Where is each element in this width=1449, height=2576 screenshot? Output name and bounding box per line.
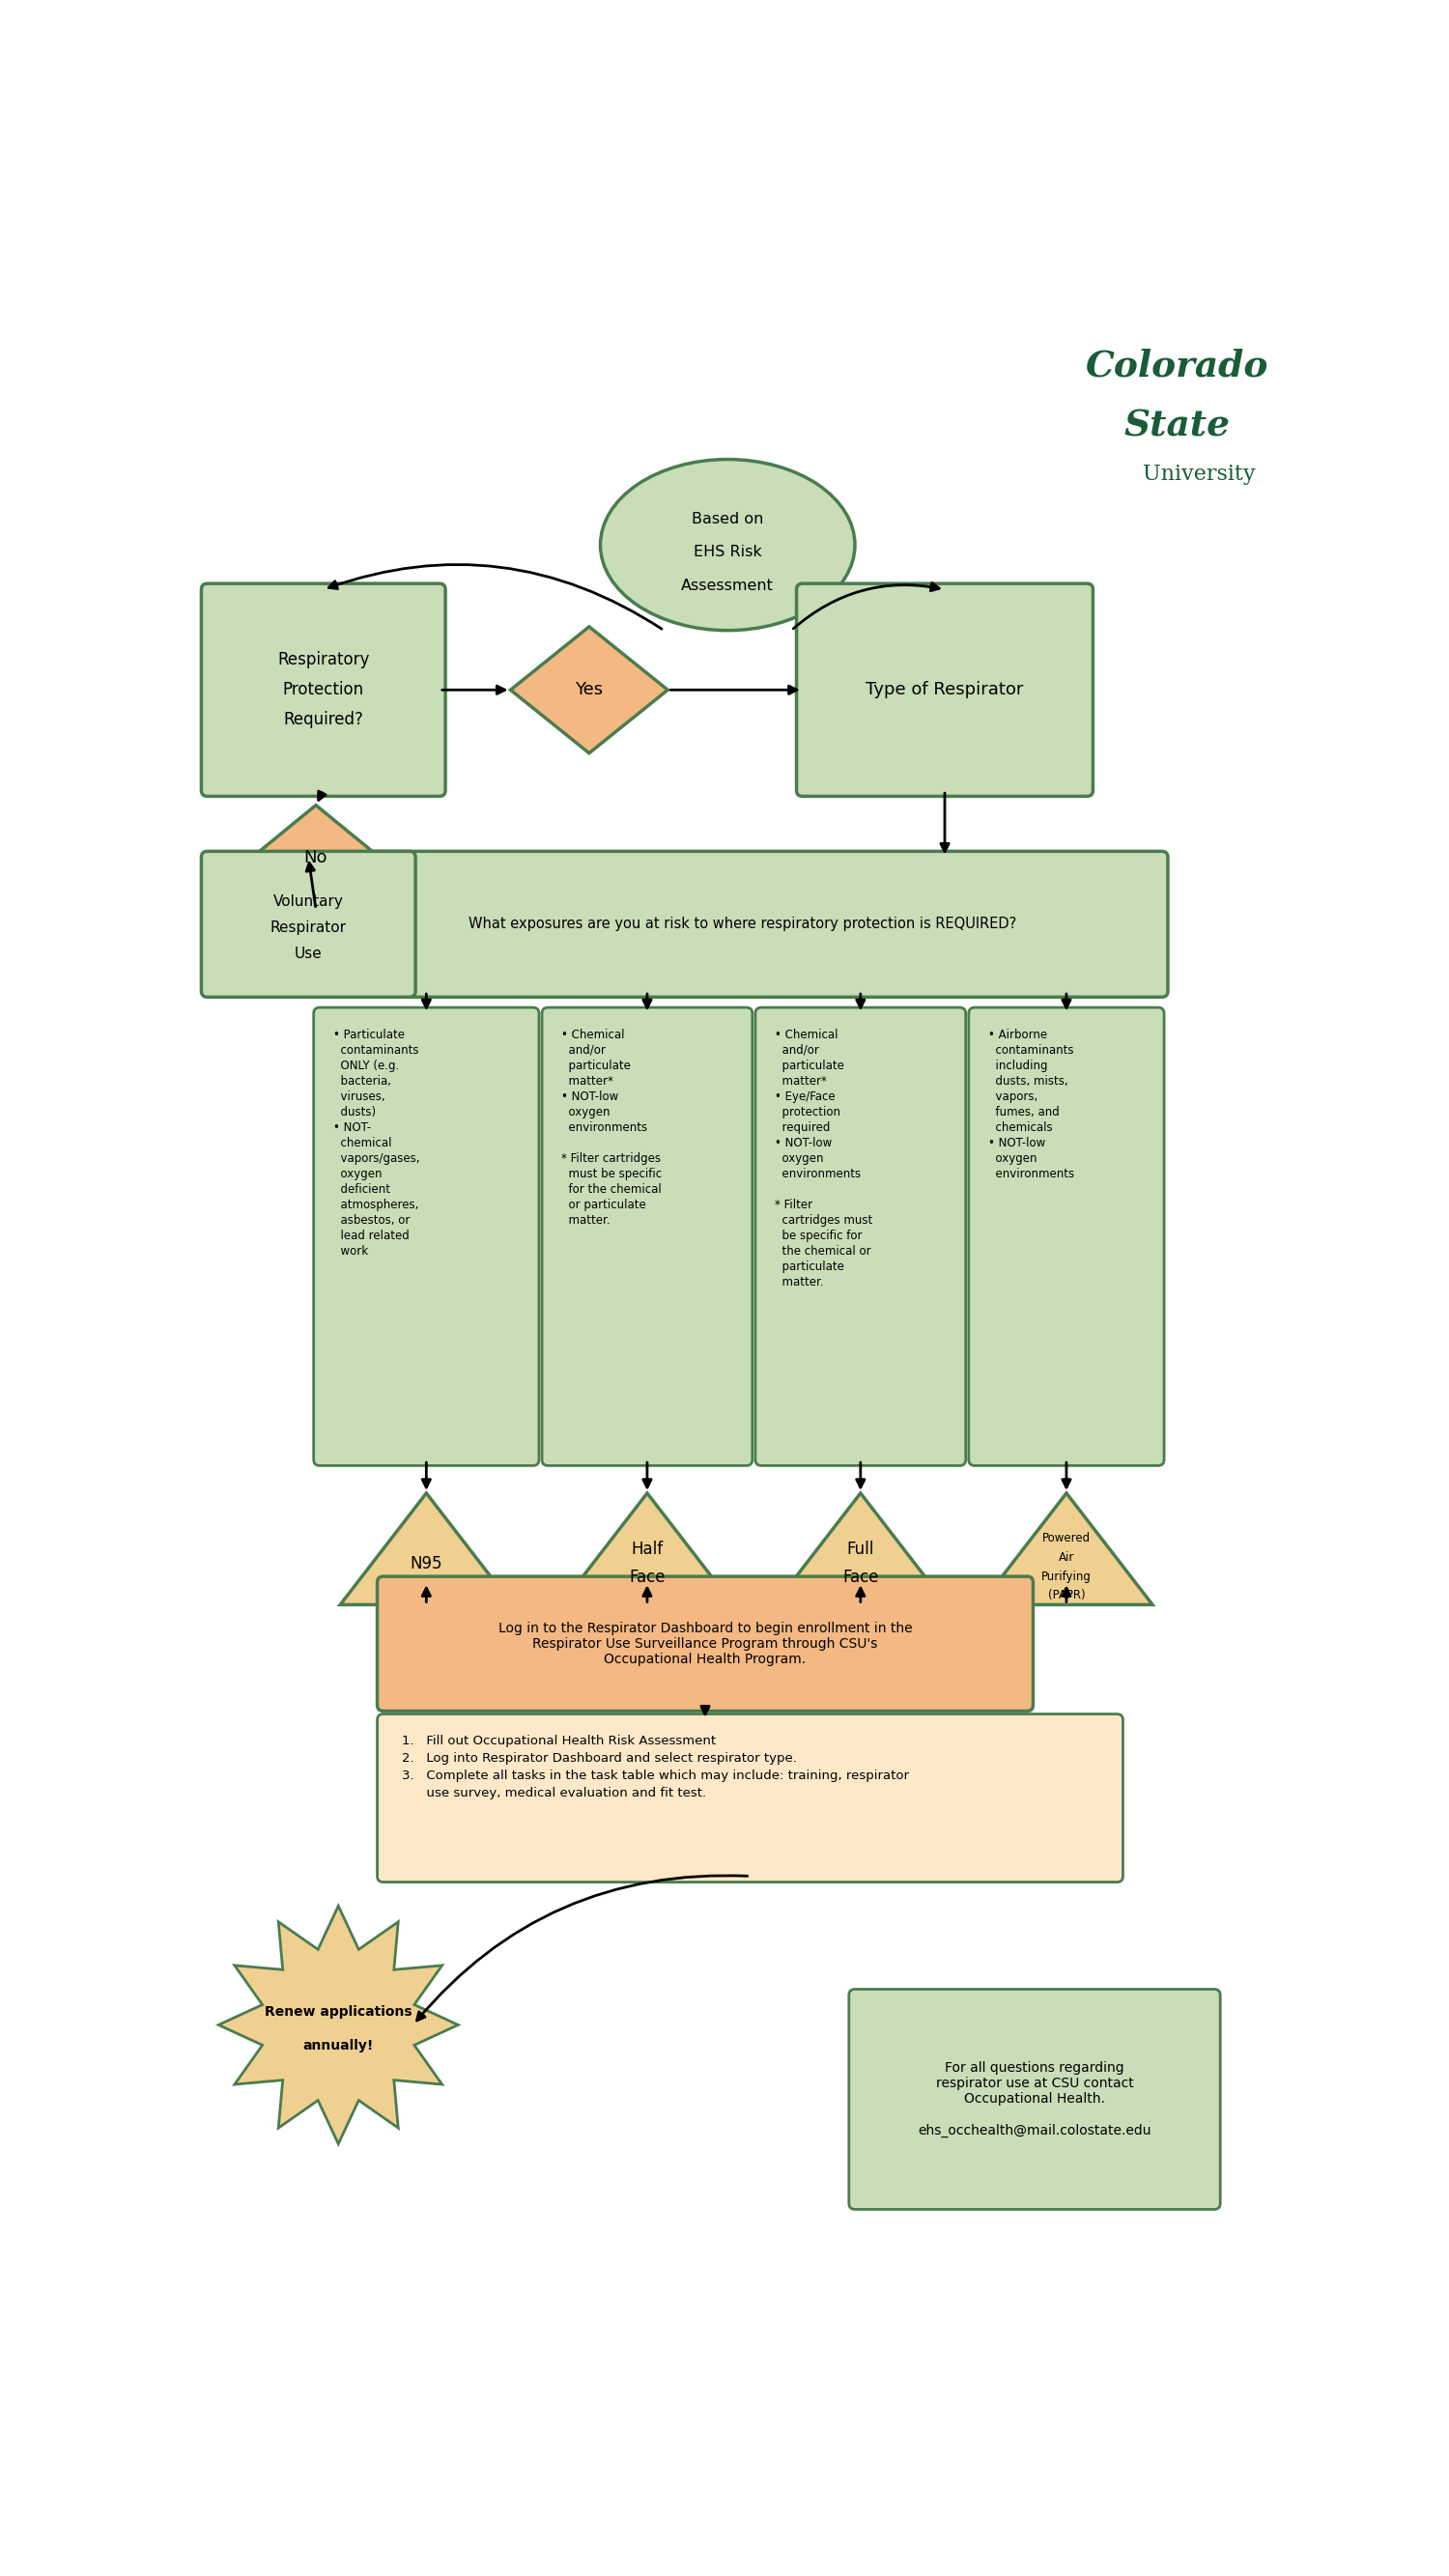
Text: (PAPR): (PAPR) [1048,1589,1085,1602]
FancyBboxPatch shape [377,1577,1033,1710]
Text: Yes: Yes [575,680,603,698]
Text: Voluntary: Voluntary [274,894,343,909]
FancyBboxPatch shape [201,850,416,997]
Polygon shape [341,1494,513,1605]
Text: • Particulate
  contaminants
  ONLY (e.g.
  bacteria,
  viruses,
  dusts)
• NOT-: • Particulate contaminants ONLY (e.g. ba… [333,1028,420,1257]
Text: Respiratory: Respiratory [277,652,369,670]
Text: Based on: Based on [691,513,764,526]
Text: Log in to the Respirator Dashboard to begin enrollment in the
Respirator Use Sur: Log in to the Respirator Dashboard to be… [498,1620,913,1667]
Text: N95: N95 [410,1556,442,1571]
Text: • Chemical
  and/or
  particulate
  matter*
• Eye/Face
  protection
  required
•: • Chemical and/or particulate matter* • … [775,1028,872,1288]
Text: Assessment: Assessment [681,580,774,592]
Polygon shape [219,1906,458,2143]
Polygon shape [774,1494,946,1605]
Text: Required?: Required? [284,711,364,729]
FancyBboxPatch shape [377,1713,1123,1883]
Text: EHS Risk: EHS Risk [694,546,762,559]
Polygon shape [981,1494,1152,1605]
FancyBboxPatch shape [849,1989,1220,2210]
Ellipse shape [600,459,855,631]
FancyBboxPatch shape [542,1007,752,1466]
Text: Air: Air [1058,1551,1074,1564]
Text: Full: Full [846,1540,874,1558]
FancyBboxPatch shape [797,585,1093,796]
Text: Respirator: Respirator [270,920,346,935]
Polygon shape [561,1494,733,1605]
FancyBboxPatch shape [755,1007,965,1466]
Text: Purifying: Purifying [1042,1571,1091,1584]
Text: Renew applications: Renew applications [265,2004,412,2017]
Text: For all questions regarding
respirator use at CSU contact
Occupational Health.

: For all questions regarding respirator u… [919,2061,1151,2138]
FancyBboxPatch shape [201,585,445,796]
FancyBboxPatch shape [313,1007,539,1466]
Text: State: State [1124,407,1230,443]
Text: Type of Respirator: Type of Respirator [867,680,1023,698]
Text: • Airborne
  contaminants
  including
  dusts, mists,
  vapors,
  fumes, and
  c: • Airborne contaminants including dusts,… [988,1028,1074,1180]
FancyBboxPatch shape [969,1007,1164,1466]
Polygon shape [252,806,380,909]
Text: Use: Use [294,948,322,961]
Text: Powered: Powered [1042,1533,1091,1543]
Text: Face: Face [842,1569,878,1587]
Text: annually!: annually! [303,2040,374,2053]
Text: Half: Half [632,1540,664,1558]
Text: University: University [1143,464,1256,484]
FancyBboxPatch shape [317,850,1168,997]
Text: Protection: Protection [283,680,364,698]
Text: Face: Face [629,1569,665,1587]
Text: What exposures are you at risk to where respiratory protection is REQUIRED?: What exposures are you at risk to where … [468,917,1017,933]
Text: Colorado: Colorado [1085,348,1268,384]
Text: No: No [304,848,327,866]
Text: • Chemical
  and/or
  particulate
  matter*
• NOT-low
  oxygen
  environments

*: • Chemical and/or particulate matter* • … [561,1028,662,1226]
Polygon shape [510,626,668,752]
Text: 1.   Fill out Occupational Health Risk Assessment
2.   Log into Respirator Dashb: 1. Fill out Occupational Health Risk Ass… [401,1734,909,1801]
